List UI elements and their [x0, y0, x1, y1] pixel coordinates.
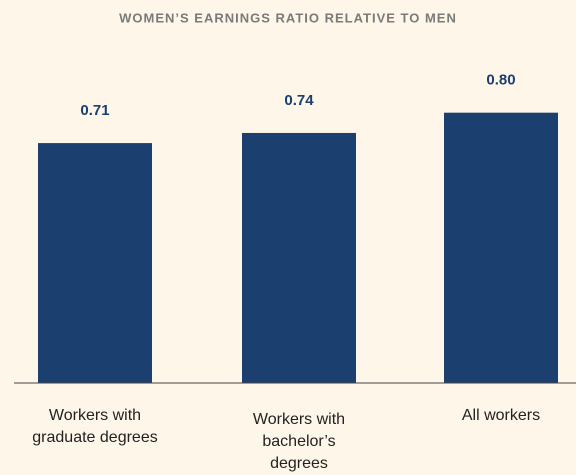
category-label: Workers with bachelor’s degrees: [252, 411, 346, 472]
bar: [38, 143, 152, 383]
category-label: All workers: [461, 407, 541, 424]
chart-title: WOMEN’S EARNINGS RATIO RELATIVE TO MEN: [119, 10, 457, 25]
value-label: 0.71: [80, 102, 109, 119]
category-label: Workers with graduate degrees: [32, 407, 158, 446]
bar: [242, 132, 356, 383]
value-label: 0.80: [486, 72, 515, 89]
bar: [444, 112, 558, 384]
value-label: 0.74: [284, 92, 314, 109]
